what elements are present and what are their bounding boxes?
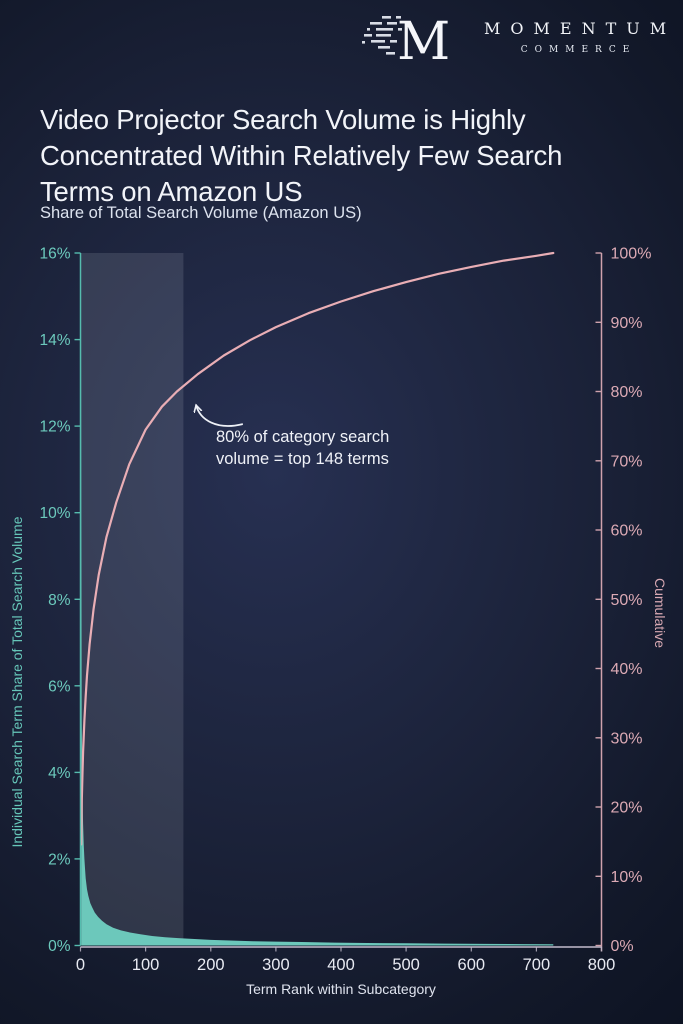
left-axis-tick-label: 2% — [48, 851, 71, 868]
chart-subtitle: Share of Total Search Volume (Amazon US) — [40, 204, 362, 222]
x-axis-title: Term Rank within Subcategory — [246, 981, 436, 997]
x-axis-tick-label: 300 — [262, 956, 290, 974]
right-axis-title: Cumulative — [652, 577, 668, 649]
right-axis-tick-label: 10% — [611, 869, 643, 886]
left-axis-tick-label: 10% — [39, 505, 70, 522]
right-axis-tick-label: 40% — [611, 661, 643, 678]
left-axis-title: Individual Search Term Share of Total Se… — [9, 516, 25, 848]
right-axis-tick-label: 30% — [611, 730, 643, 747]
brand-monogram: M — [397, 12, 448, 68]
x-axis-tick-label: 700 — [523, 956, 551, 974]
right-axis-tick-label: 0% — [611, 938, 634, 955]
annotation-label: 80% of category search volume = top 148 … — [216, 427, 389, 471]
left-axis-tick-label: 0% — [48, 938, 71, 955]
cumulative-line — [80, 251, 555, 846]
left-axis-tick-label: 14% — [39, 332, 70, 349]
x-axis-tick-label: 200 — [197, 956, 225, 974]
x-axis-tick-label: 100 — [132, 956, 160, 974]
annotation-line-1: 80% of category search — [216, 428, 390, 446]
right-axis-tick-label: 50% — [611, 592, 643, 609]
right-axis-tick-label: 80% — [611, 384, 643, 401]
brand-name: MOMENTUM — [484, 19, 677, 38]
left-axis-tick-label: 6% — [48, 678, 71, 695]
left-axis-tick-label: 16% — [39, 246, 70, 263]
left-axis-tick-label: 8% — [48, 592, 71, 609]
page-title: Video Projector Search Volume is Highly … — [40, 104, 563, 207]
highlight-region — [80, 253, 184, 946]
left-axis-tick-label: 4% — [48, 765, 71, 782]
annotation-line-2: volume = top 148 terms — [216, 449, 389, 468]
x-axis-tick-label: 0 — [76, 956, 85, 974]
x-axis-tick-label: 400 — [327, 956, 355, 974]
x-axis-tick-label: 800 — [588, 956, 616, 974]
right-axis-tick-label: 60% — [611, 523, 643, 540]
right-axis-tick-label: 90% — [611, 315, 643, 332]
x-axis-tick-label: 500 — [392, 956, 420, 974]
right-axis-tick-label: 70% — [611, 453, 643, 470]
brand-logo: M MOMENTUM COMMERCE — [356, 6, 676, 68]
right-axis-tick-label: 100% — [611, 246, 652, 263]
momentum-logo-icon: M — [362, 12, 448, 68]
brand-subname: COMMERCE — [520, 45, 637, 55]
x-axis-tick-label: 600 — [458, 956, 486, 974]
left-axis-tick-label: 12% — [39, 419, 70, 436]
annotation-arrow — [196, 405, 243, 427]
right-axis-tick-label: 20% — [611, 800, 643, 817]
